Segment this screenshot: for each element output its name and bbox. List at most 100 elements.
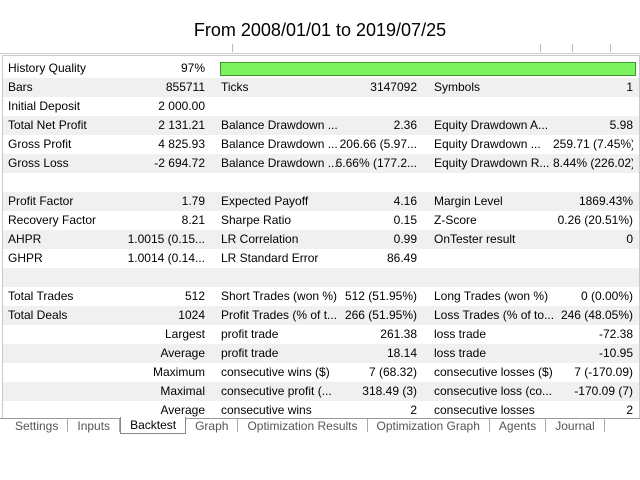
report-panel: History Quality 97% Bars 855711 Ticks 3147092…: [2, 55, 640, 419]
row-label: Expected Payoff: [221, 194, 309, 208]
row-label: Loss Trades (% of to...: [434, 308, 555, 322]
row-label: Balance Drawdown ...: [221, 137, 338, 151]
row-value: 2 131.21: [158, 118, 205, 132]
row-value: 855711: [165, 80, 205, 94]
row-value: 2: [410, 403, 417, 417]
row-value: 2: [626, 403, 633, 417]
quality-bar: [220, 62, 636, 76]
report-row: Average profit trade 18.14 loss trade -10.95: [3, 344, 639, 363]
tab[interactable]: Optimization Results: [238, 419, 368, 433]
row-label: Equity Drawdown A...: [434, 118, 549, 132]
row-value: 1869.43%: [578, 194, 633, 208]
row-label: consecutive losses: [434, 403, 535, 417]
row-value: 1024: [178, 308, 205, 322]
toolbar-strip: [0, 44, 640, 54]
report-title: From 2008/01/01 to 2019/07/25: [193, 20, 447, 40]
row-value: 2.36: [393, 118, 417, 132]
row-value: 259.71 (7.45%): [553, 137, 633, 151]
row-value: 512: [184, 289, 205, 303]
report-row: AHPR 1.0015 (0.15... LR Correlation 0.99 OnT…: [3, 230, 639, 249]
row-label: consecutive profit (...: [221, 384, 332, 398]
tab[interactable]: Settings: [6, 419, 69, 433]
row-label: consecutive loss (co...: [434, 384, 553, 398]
report-row: [3, 173, 639, 192]
row-value: 3147092: [370, 80, 417, 94]
row-label: Profit Factor: [8, 194, 74, 208]
tab[interactable]: Backtest: [120, 417, 187, 434]
row-label: Equity Drawdown R...: [434, 156, 550, 170]
row-label: Z-Score: [434, 213, 477, 227]
tab[interactable]: Inputs: [68, 419, 121, 433]
row-value: 1.79: [181, 194, 205, 208]
row-label: Long Trades (won %): [434, 289, 549, 303]
report-row: Maximum consecutive wins ($) 7 (68.32) cons…: [3, 363, 639, 382]
row-label: OnTester result: [434, 232, 516, 246]
row-value: 7 (-170.09): [574, 365, 633, 379]
row-label: Ticks: [221, 80, 249, 94]
row-value: 1: [626, 80, 633, 94]
row-value: 97%: [180, 61, 205, 75]
row-value: 261.38: [380, 327, 417, 341]
row-value: 5.98: [609, 118, 633, 132]
report-row: Largest profit trade 261.38 loss trade -72.3…: [3, 325, 639, 344]
row-label: Symbols: [434, 80, 481, 94]
report-row: Gross Profit 4 825.93 Balance Drawdown ...…: [3, 135, 639, 154]
row-label: AHPR: [8, 232, 42, 246]
report-row: Total Trades 512 Short Trades (won %) 512 (…: [3, 287, 639, 306]
row-label: loss trade: [434, 346, 487, 360]
row-label: Gross Loss: [8, 156, 69, 170]
report-row: Initial Deposit 2 000.00: [3, 97, 639, 116]
report-row: History Quality 97%: [3, 59, 639, 78]
row-label: Average: [160, 346, 205, 360]
row-value: 8.21: [181, 213, 205, 227]
row-label: Gross Profit: [8, 137, 72, 151]
row-value: 18.14: [386, 346, 417, 360]
row-label: Balance Drawdown ...: [221, 156, 338, 170]
row-label: consecutive wins ($): [221, 365, 330, 379]
row-value: 86.49: [386, 251, 417, 265]
row-label: Margin Level: [434, 194, 503, 208]
row-label: Average: [160, 403, 205, 417]
tab[interactable]: Graph: [186, 419, 239, 433]
row-value: 246 (48.05%): [560, 308, 633, 322]
row-value: -10.95: [598, 346, 633, 360]
row-value: 4 825.93: [158, 137, 205, 151]
row-value: 8.44% (226.02): [553, 156, 633, 170]
row-label: Bars: [8, 80, 33, 94]
row-label: loss trade: [434, 327, 487, 341]
row-value: 1.0014 (0.14...: [127, 251, 205, 265]
row-value: -2 694.72: [154, 156, 205, 170]
row-value: 7 (68.32): [368, 365, 417, 379]
tab[interactable]: Journal: [546, 419, 605, 433]
tab[interactable]: Agents: [490, 419, 547, 433]
report-row: Average consecutive wins 2 consecutive loss…: [3, 401, 639, 419]
row-label: Maximum: [152, 365, 205, 379]
report-row: Recovery Factor 8.21 Sharpe Ratio 0.15 Z-Sco…: [3, 211, 639, 230]
row-label: consecutive wins: [221, 403, 312, 417]
row-label: Total Trades: [8, 289, 74, 303]
row-label: profit trade: [221, 327, 279, 341]
row-label: Profit Trades (% of t...: [221, 308, 338, 322]
row-value: 266 (51.95%): [344, 308, 417, 322]
row-value: 2 000.00: [158, 99, 205, 113]
row-value: -170.09 (7): [574, 384, 633, 398]
report-row: GHPR 1.0014 (0.14... LR Standard Error 86.4…: [3, 249, 639, 268]
tab-bar: Settings Inputs Backtest Graph Optimization …: [0, 417, 640, 434]
row-value: 6.66% (177.2...: [335, 156, 417, 170]
report-row: Total Net Profit 2 131.21 Balance Drawdown…: [3, 116, 639, 135]
row-label: History Quality: [8, 61, 87, 75]
row-label: Recovery Factor: [8, 213, 97, 227]
tab[interactable]: Optimization Graph: [368, 419, 490, 433]
report-row: Bars 855711 Ticks 3147092 Symbols 1: [3, 78, 639, 97]
report-row: [3, 268, 639, 287]
row-value: 4.16: [393, 194, 417, 208]
row-value: 0.99: [393, 232, 417, 246]
report-row: Profit Factor 1.79 Expected Payoff 4.16 Marg…: [3, 192, 639, 211]
row-value: 318.49 (3): [362, 384, 417, 398]
row-label: profit trade: [221, 346, 279, 360]
row-value: 0: [626, 232, 633, 246]
row-label: Short Trades (won %): [221, 289, 338, 303]
row-label: Maximal: [160, 384, 205, 398]
row-label: Balance Drawdown ...: [221, 118, 338, 132]
row-label: Total Deals: [8, 308, 68, 322]
